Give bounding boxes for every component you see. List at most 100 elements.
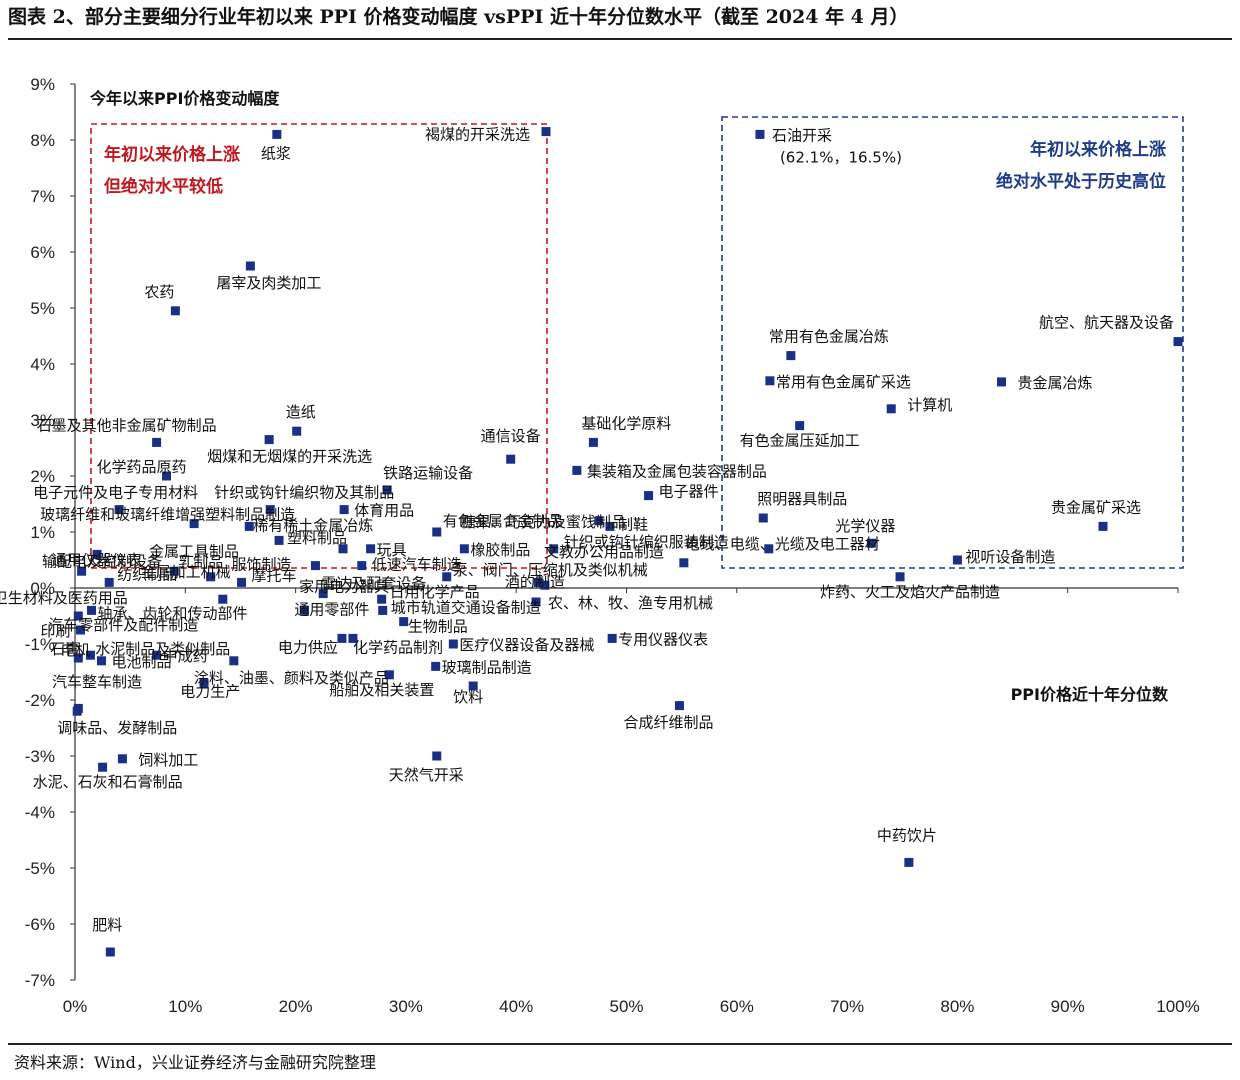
data-point: [377, 594, 387, 604]
data-point: [459, 544, 469, 554]
point-label: 汽车零部件及配件制造: [48, 616, 198, 634]
blue-region-box: [721, 116, 1184, 569]
point-label: 金属加工机械: [141, 563, 231, 581]
x-tick-label: 10%: [168, 997, 202, 1016]
point-label: 针织或钩针编织物及其制品: [214, 484, 394, 502]
data-point: [245, 261, 255, 271]
data-point: [607, 633, 617, 643]
data-point: [378, 605, 388, 615]
point-label: 电池制品: [111, 653, 171, 671]
data-point: [786, 351, 796, 361]
point-label: 有色金属压延加工: [740, 432, 860, 450]
data-point: [237, 577, 247, 587]
data-point: [679, 558, 689, 568]
point-label: 涂料、油墨、颜料及类似产品: [194, 669, 389, 687]
data-point: [448, 639, 458, 649]
y-tick-label: 2%: [30, 467, 55, 486]
data-point: [85, 650, 95, 660]
point-label: 通用零部件: [294, 600, 369, 618]
data-point: [170, 306, 180, 316]
data-point: [605, 521, 615, 531]
data-point: [272, 129, 282, 139]
y-tick-label: -6%: [25, 915, 55, 934]
blue-box-text: 绝对水平处于历史高位: [996, 171, 1166, 192]
x-tick-label: 80%: [940, 997, 974, 1016]
source-note: 资料来源：Wind，兴业证券经济与金融研究院整理: [14, 1053, 376, 1072]
x-tick-label: 100%: [1156, 997, 1199, 1016]
axes: 9% 8% 7% 6% 5% 4% 3% 2% 1% 0% -1% -2% -3% -4% -5% -6% -7…: [25, 75, 1200, 1016]
data-point: [76, 625, 86, 635]
data-point: [98, 762, 108, 772]
data-point: [104, 577, 114, 587]
point-label: 塑料制品: [287, 529, 347, 547]
point-label: 日用化学产品: [390, 583, 480, 601]
data-point: [758, 513, 768, 523]
data-point: [87, 605, 97, 615]
data-point: [755, 129, 765, 139]
data-point: [432, 527, 442, 537]
point-label: 金属工具制品: [149, 542, 239, 560]
x-tick-label: 50%: [609, 997, 643, 1016]
point-label: 照明器具制品: [757, 490, 847, 508]
data-point: [952, 555, 962, 565]
point-label: 石膏、水泥制品及类似制品: [50, 640, 230, 658]
point-label: 输配电及控制设备: [42, 552, 162, 570]
point-label: 家用电力器具: [299, 578, 389, 596]
data-point: [96, 656, 106, 666]
data-point: [162, 471, 172, 481]
data-point: [152, 437, 162, 447]
point-label: 造纸: [286, 403, 316, 421]
point-label: 调味品、发酵制品: [57, 719, 177, 737]
point-label: 贵金属冶炼: [1018, 374, 1093, 392]
point-label: 肥料: [92, 916, 122, 934]
point-label: 针织或钩针编织服装制造: [564, 533, 729, 551]
y-axis-label: 今年以来PPI价格变动幅度: [89, 89, 280, 108]
point-label: 制鞋: [618, 515, 648, 533]
point-label: 中成药: [163, 647, 208, 665]
data-point: [431, 661, 441, 671]
y-tick-label: 9%: [30, 75, 55, 94]
data-point: [292, 426, 302, 436]
data-point: [310, 561, 320, 571]
point-label: 计算机: [907, 396, 952, 414]
x-axis-label: PPI价格近十年分位数: [1011, 685, 1169, 704]
data-point: [117, 754, 127, 764]
point-label: 屠宰及肉类加工: [216, 274, 321, 292]
data-point: [152, 650, 162, 660]
point-label: 酒的制造: [505, 573, 565, 591]
data-point: [382, 485, 392, 495]
point-label: 石墨及其他非金属矿物制品: [37, 416, 217, 434]
point-label: 摩托车: [252, 566, 297, 584]
data-points: [72, 127, 1183, 957]
data-point: [895, 572, 905, 582]
point-label: 天然气开采: [389, 766, 464, 784]
data-point: [432, 751, 442, 761]
point-label: 轴承、齿轮和传动部件: [98, 604, 248, 622]
data-point: [229, 656, 239, 666]
data-point: [588, 437, 598, 447]
point-label: 烟煤和无烟煤的开采洗选: [207, 448, 372, 466]
data-point: [189, 519, 199, 529]
data-point: [764, 544, 774, 554]
point-label: 玻璃制品制造: [442, 658, 532, 676]
data-point: [299, 605, 309, 615]
data-point: [264, 435, 274, 445]
data-point: [866, 538, 876, 548]
data-point: [541, 127, 551, 137]
scatter-chart: 9% 8% 7% 6% 5% 4% 3% 2% 1% 0% -1% -2% -3% -4% -5% -6% -7…: [0, 75, 1200, 1016]
y-tick-label: -1%: [25, 635, 55, 654]
data-point: [218, 594, 228, 604]
point-label: 电力供应: [278, 638, 338, 656]
oil-coords-label: (62.1%，16.5%): [780, 148, 902, 166]
point-label: 视听设备制造: [965, 548, 1055, 566]
x-tick-label: 70%: [830, 997, 864, 1016]
x-tick-label: 20%: [279, 997, 313, 1016]
data-point: [265, 505, 275, 515]
data-point: [114, 505, 124, 515]
data-point: [274, 535, 284, 545]
data-point: [1173, 337, 1183, 347]
x-tick-label: 90%: [1051, 997, 1085, 1016]
point-label: 糖果、巧克力及蜜饯制品: [461, 513, 626, 531]
data-point: [399, 617, 409, 627]
point-label: 印刷: [41, 622, 71, 640]
